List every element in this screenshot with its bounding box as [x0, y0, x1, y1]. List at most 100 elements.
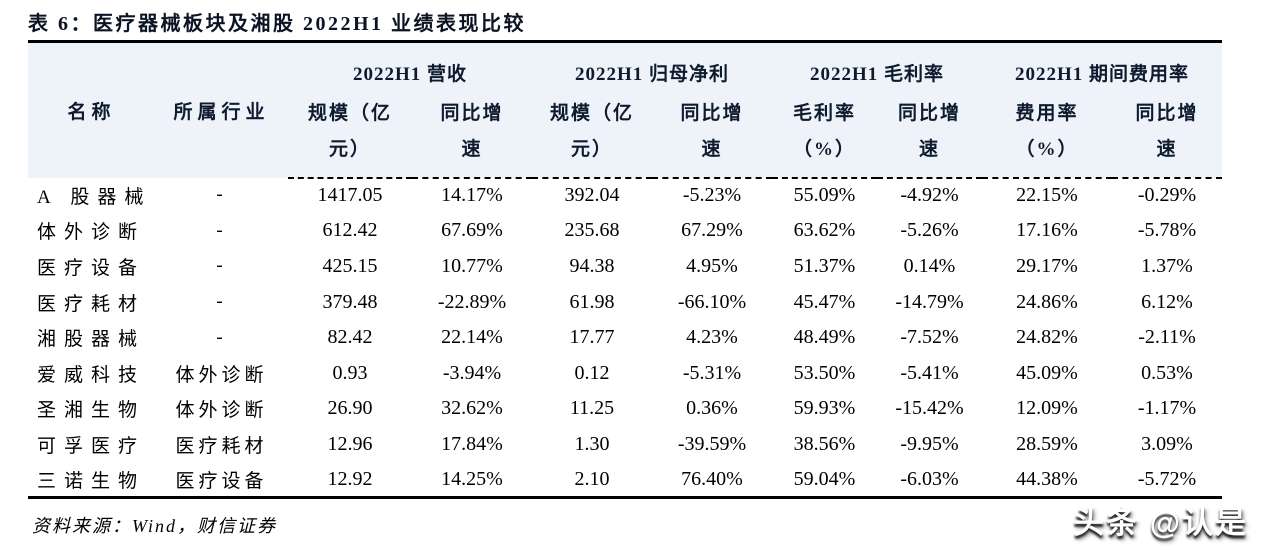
value-cell: -0.29% — [1137, 184, 1197, 207]
value-cell: 63.62% — [793, 219, 856, 242]
header-sub-row: 规模（亿 元） 同比增速规模（亿 元） 同比增速毛利率 （%） 同比增速费用率 （%） 同比增速 — [28, 91, 1222, 179]
value-cell: 12.96 — [327, 432, 373, 455]
value-cell: 29.17% — [1016, 254, 1078, 277]
table-row: 爱威科技 体外诊断 0.93 -3.94% 0.12 -5.31% 53.50% -5.41%… — [28, 355, 1222, 391]
value-cell: 2.10 — [574, 467, 610, 490]
industry-cell: - — [216, 255, 227, 277]
value-cell: -14.79% — [895, 290, 964, 313]
table-row: 圣湘生物 体外诊断 26.90 32.62% 11.25 0.36% 59.93% -15.4… — [28, 391, 1222, 427]
name-cell: 医疗设备 — [37, 257, 146, 279]
table-title: 表 6：医疗器械板块及湘股 2022H1 业绩表现比较 — [28, 13, 527, 35]
value-cell: 59.04% — [793, 467, 856, 490]
name-cell: A 股器械 — [37, 186, 152, 208]
value-cell: 0.12 — [574, 361, 610, 384]
value-cell: 392.04 — [564, 184, 620, 207]
industry-cell: 医疗设备 — [175, 470, 268, 492]
industry-cell: - — [216, 291, 227, 313]
value-cell: 28.59% — [1016, 432, 1078, 455]
value-cell: 17.77 — [569, 326, 615, 349]
value-cell: 425.15 — [322, 254, 378, 277]
value-cell: 1417.05 — [317, 184, 383, 207]
value-cell: -3.94% — [442, 361, 502, 384]
value-cell: 17.84% — [441, 432, 503, 455]
sub-column-header: 同比增速 — [412, 91, 532, 179]
performance-table: 名称 所属行业 2022H1 营收 2022H1 归母净利 2022H1 毛利率 2022… — [28, 40, 1222, 500]
table-header: 名称 所属行业 2022H1 营收 2022H1 归母净利 2022H1 毛利率 2022… — [28, 41, 1222, 179]
value-cell: 14.25% — [441, 467, 503, 490]
value-cell: -5.41% — [900, 361, 959, 384]
table-row: A 股器械 - 1417.05 14.17% 392.04 -5.23% 55.09% -4.… — [28, 178, 1222, 214]
value-cell: 45.09% — [1016, 361, 1078, 384]
value-cell: 24.82% — [1016, 326, 1078, 349]
group-header: 2022H1 期间费用率 — [1014, 63, 1190, 85]
watermark: 头条 @认是 — [1073, 505, 1248, 540]
group-header: 2022H1 归母净利 — [574, 63, 730, 85]
value-cell: 67.69% — [441, 219, 503, 242]
value-cell: -1.17% — [1137, 397, 1197, 420]
value-cell: 612.42 — [322, 219, 378, 242]
value-cell: 51.37% — [793, 254, 856, 277]
value-cell: 53.50% — [793, 361, 856, 384]
value-cell: -4.92% — [900, 184, 959, 207]
value-cell: -5.78% — [1137, 219, 1197, 242]
value-cell: -66.10% — [677, 290, 747, 313]
table-row: 医疗设备 - 425.15 10.77% 94.38 4.95% 51.37% 0.14% 29… — [28, 249, 1222, 285]
table-row: 湘股器械 - 82.42 22.14% 17.77 4.23% 48.49% -7.52% 24… — [28, 320, 1222, 356]
value-cell: 76.40% — [681, 467, 743, 490]
value-cell: 55.09% — [793, 184, 856, 207]
value-cell: 0.36% — [686, 397, 738, 420]
value-cell: 10.77% — [441, 254, 503, 277]
value-cell: -39.59% — [677, 432, 747, 455]
value-cell: 67.29% — [681, 219, 743, 242]
table-row: 体外诊断 - 612.42 67.69% 235.68 67.29% 63.62% -5.26… — [28, 213, 1222, 249]
value-cell: 45.47% — [793, 290, 856, 313]
value-cell: 59.93% — [793, 397, 856, 420]
sub-column-header: 同比增速 — [652, 91, 772, 179]
industry-cell: - — [216, 184, 227, 206]
name-cell: 三诺生物 — [37, 470, 146, 492]
sub-column-header: 费用率 （%） — [982, 91, 1112, 179]
table-body: A 股器械 -1417.05 14.17% 392.04 -5.23% 55.09% -4.… — [28, 178, 1222, 498]
value-cell: 24.86% — [1016, 290, 1078, 313]
value-cell: -9.95% — [900, 432, 959, 455]
source-note: 资料来源：Wind，财信证券 — [32, 516, 278, 536]
column-header: 所属行业 — [173, 101, 270, 123]
name-cell: 圣湘生物 — [37, 400, 146, 422]
table-row: 可孚医疗 医疗耗材 12.96 17.84% 1.30 -39.59% 38.56% -9.9… — [28, 427, 1222, 463]
sub-column-header: 同比增速 — [1112, 91, 1222, 179]
value-cell: 1.30 — [574, 432, 610, 455]
name-cell: 爱威科技 — [37, 364, 146, 386]
industry-cell: - — [216, 326, 227, 348]
value-cell: 0.53% — [1141, 361, 1193, 384]
value-cell: 94.38 — [569, 254, 615, 277]
value-cell: 0.93 — [332, 361, 368, 384]
value-cell: 3.09% — [1141, 432, 1193, 455]
sub-column-header: 毛利率 （%） — [772, 91, 877, 179]
value-cell: 82.42 — [327, 326, 373, 349]
value-cell: 26.90 — [327, 397, 373, 420]
value-cell: 235.68 — [564, 219, 620, 242]
value-cell: 44.38% — [1016, 467, 1078, 490]
value-cell: -2.11% — [1138, 326, 1196, 349]
value-cell: 6.12% — [1141, 290, 1193, 313]
sub-column-header: 规模（亿 元） — [288, 91, 412, 179]
value-cell: 11.25 — [569, 397, 615, 420]
column-header: 名称 — [67, 101, 116, 123]
value-cell: 48.49% — [793, 326, 856, 349]
header-group-row: 名称 所属行业 2022H1 营收 2022H1 归母净利 2022H1 毛利率 2022… — [28, 42, 1222, 123]
table-row: 医疗耗材 - 379.48 -22.89% 61.98 -66.10% 45.47% -14.… — [28, 284, 1222, 320]
industry-cell: - — [216, 219, 227, 241]
value-cell: 38.56% — [793, 432, 856, 455]
group-header: 2022H1 营收 — [352, 63, 468, 85]
name-cell: 可孚医疗 — [37, 435, 146, 457]
value-cell: 22.14% — [441, 326, 503, 349]
table-row: 三诺生物 医疗设备 12.92 14.25% 2.10 76.40% 59.04% -6.03… — [28, 462, 1222, 498]
value-cell: -7.52% — [900, 326, 959, 349]
table-container: 名称 所属行业 2022H1 营收 2022H1 归母净利 2022H1 毛利率 2022… — [28, 40, 1222, 500]
value-cell: -22.89% — [437, 290, 507, 313]
name-cell: 医疗耗材 — [37, 293, 146, 315]
value-cell: 14.17% — [441, 184, 503, 207]
value-cell: -5.26% — [900, 219, 959, 242]
value-cell: 379.48 — [322, 290, 378, 313]
value-cell: 4.95% — [686, 254, 738, 277]
